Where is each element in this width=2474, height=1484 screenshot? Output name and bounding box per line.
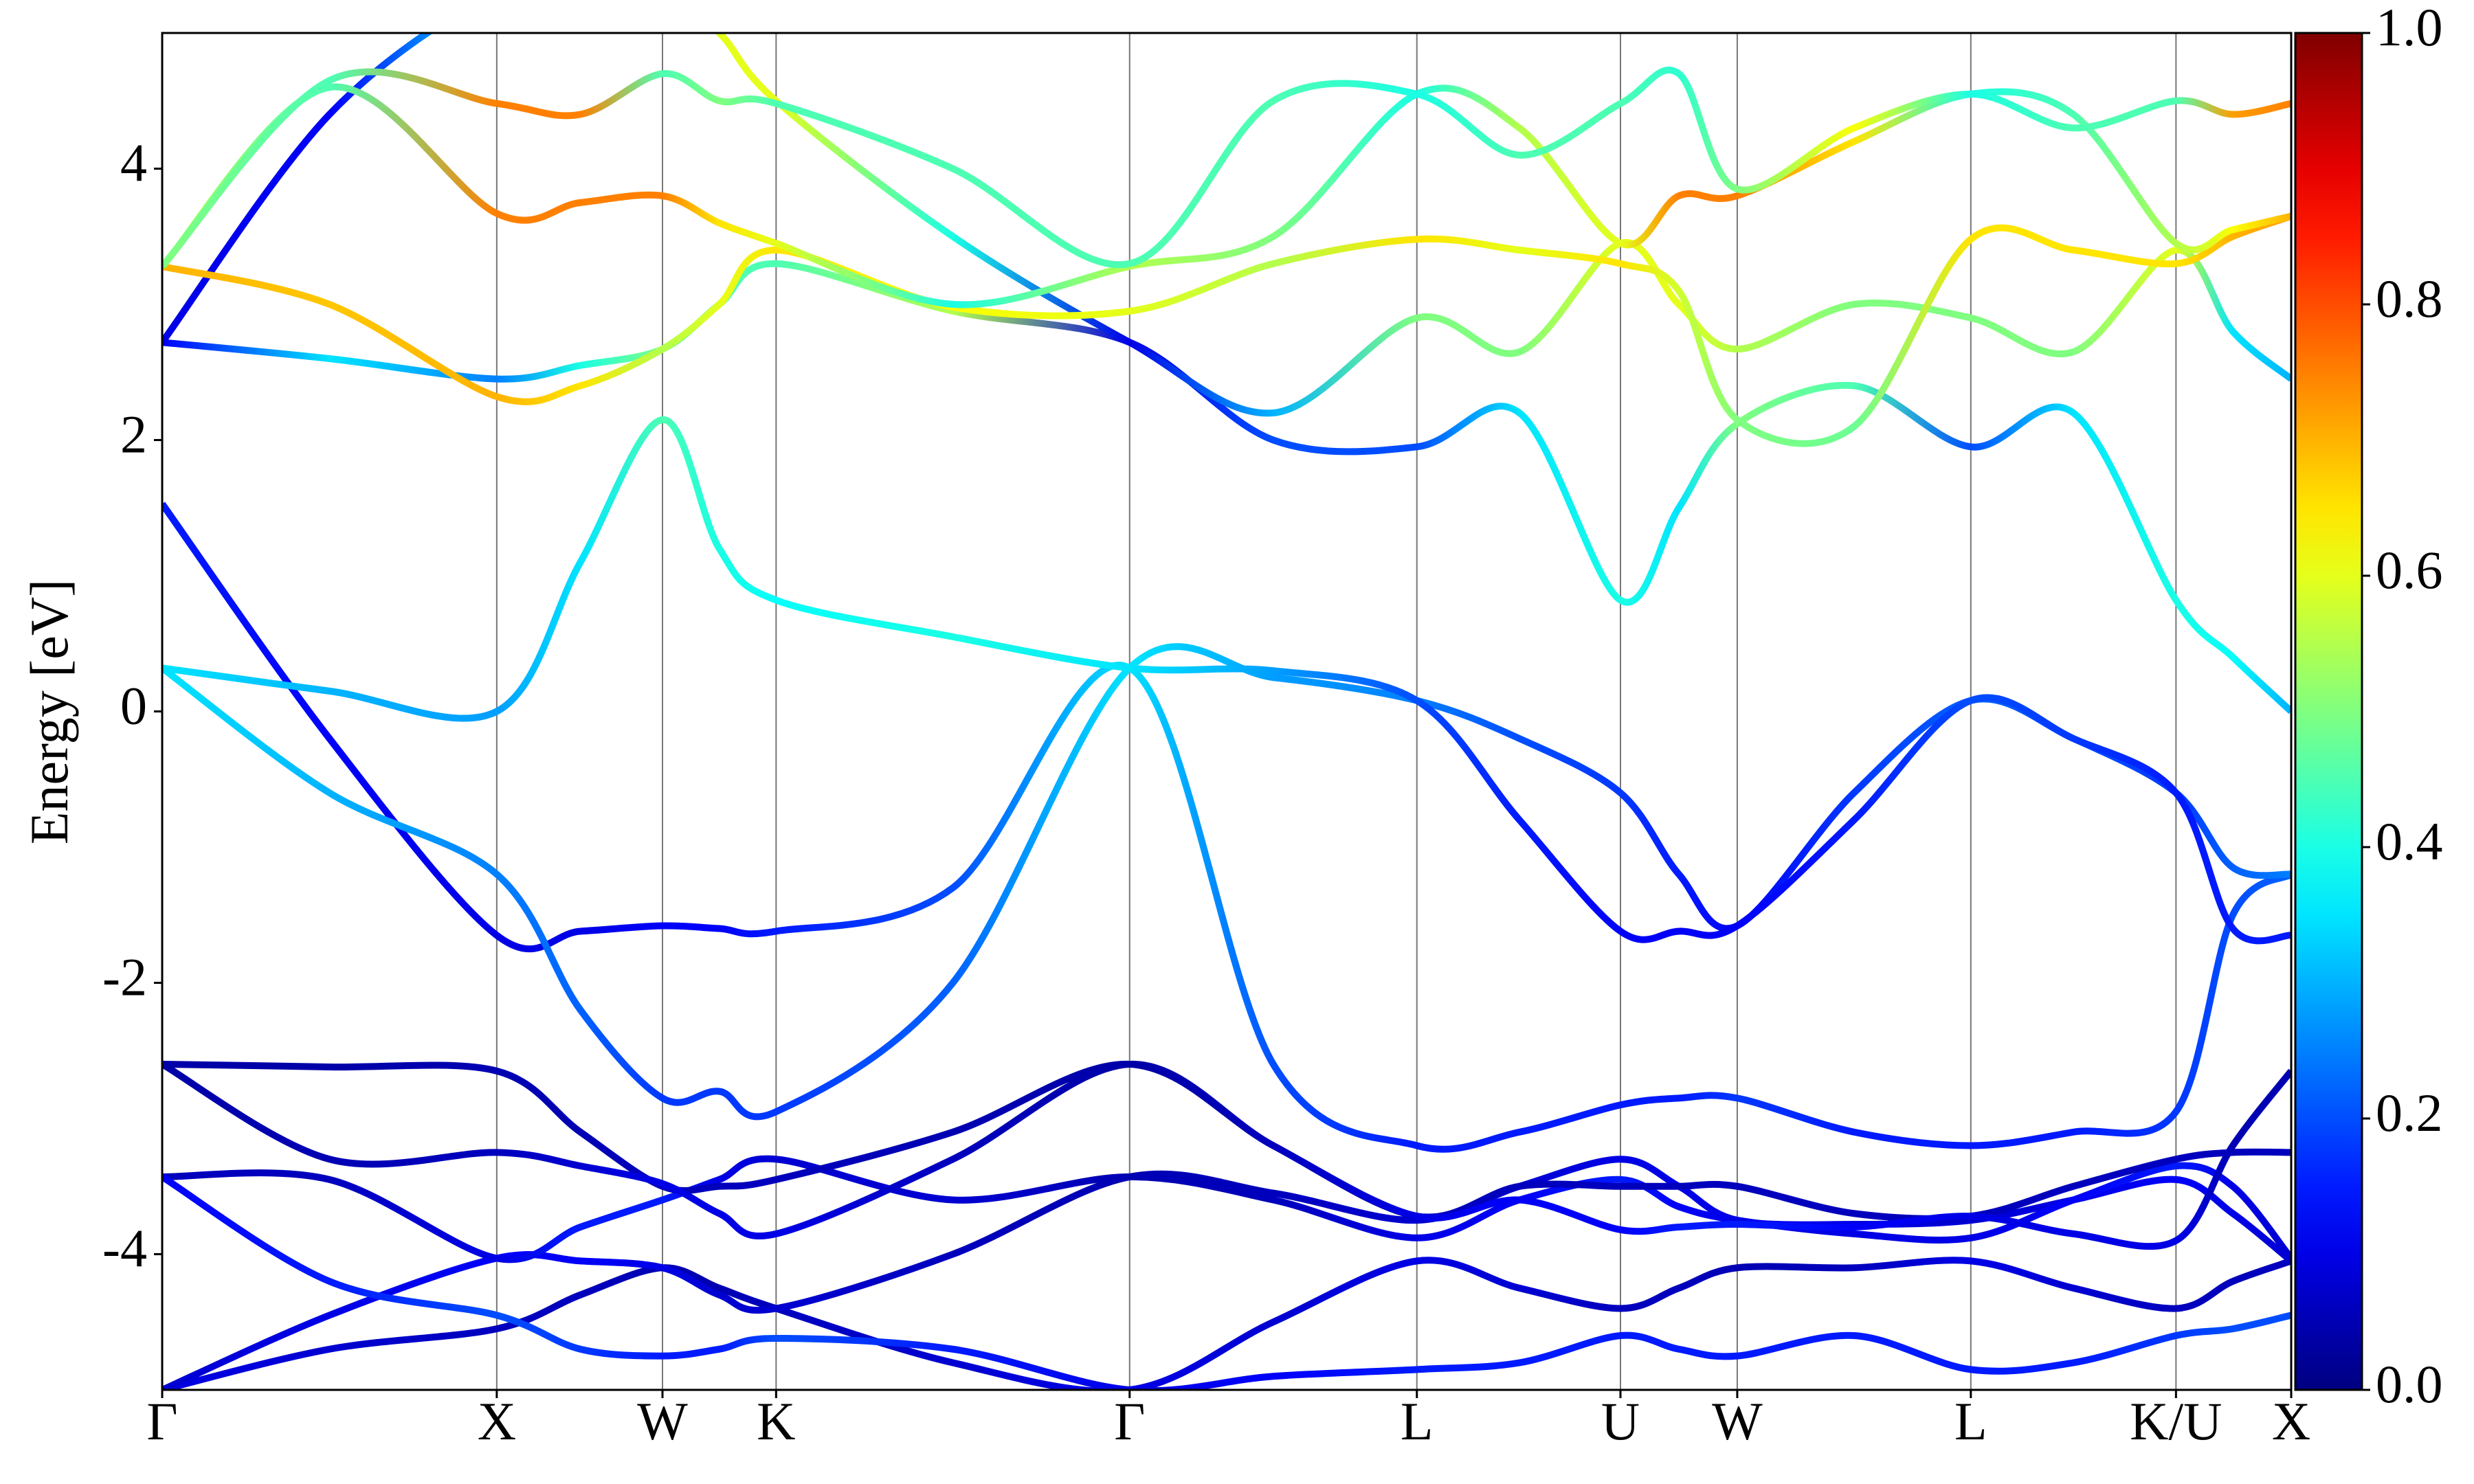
colorbar-tick-label: 0.0 [2376, 1354, 2443, 1414]
x-tick-label: L [1401, 1391, 1434, 1451]
y-tick-label: 0 [120, 675, 147, 735]
y-tick-label: -4 [102, 1218, 147, 1278]
x-tick-label: Γ [1114, 1391, 1145, 1451]
x-tick-label: Γ [146, 1391, 177, 1451]
band-line [162, 502, 2291, 1153]
y-tick-label: 4 [120, 133, 147, 192]
plot-frame [161, 32, 2293, 1391]
x-tick-label: X [2272, 1391, 2310, 1451]
band-line [162, 1060, 2291, 1222]
x-tick-label: L [1954, 1391, 1987, 1451]
x-tick-label: W [1712, 1391, 1763, 1451]
x-tick-label: W [637, 1391, 688, 1451]
x-tick-label: K/U [2130, 1391, 2222, 1451]
band-line [162, 212, 2291, 447]
band-line [162, 260, 2291, 715]
bands [162, 33, 2291, 1390]
x-tick-label: U [1601, 1391, 1640, 1451]
band-line [162, 416, 2291, 945]
colorbar-tick-label: 0.6 [2376, 540, 2443, 600]
colorbar [2294, 32, 2363, 1391]
band-line [162, 1173, 2291, 1390]
x-tick-label: X [478, 1391, 516, 1451]
colorbar-tick-label: 0.2 [2376, 1083, 2443, 1143]
band-line [162, 1155, 2291, 1263]
band-line [162, 83, 2291, 308]
y-tick-label: -2 [102, 947, 147, 1007]
band-line [162, 33, 2291, 417]
band-line [162, 66, 2291, 269]
x-tick-label: K [757, 1391, 795, 1451]
band-line [162, 1156, 2291, 1390]
y-tick-label: 2 [120, 404, 147, 464]
y-axis-label: Energy [eV] [19, 579, 79, 844]
band-line [162, 1257, 2291, 1390]
colorbar-tick-label: 0.8 [2376, 269, 2443, 328]
colorbar-tick-label: 0.4 [2376, 811, 2443, 871]
colorbar-tick-label: 1.0 [2376, 0, 2443, 57]
band-line [162, 1060, 2291, 1250]
